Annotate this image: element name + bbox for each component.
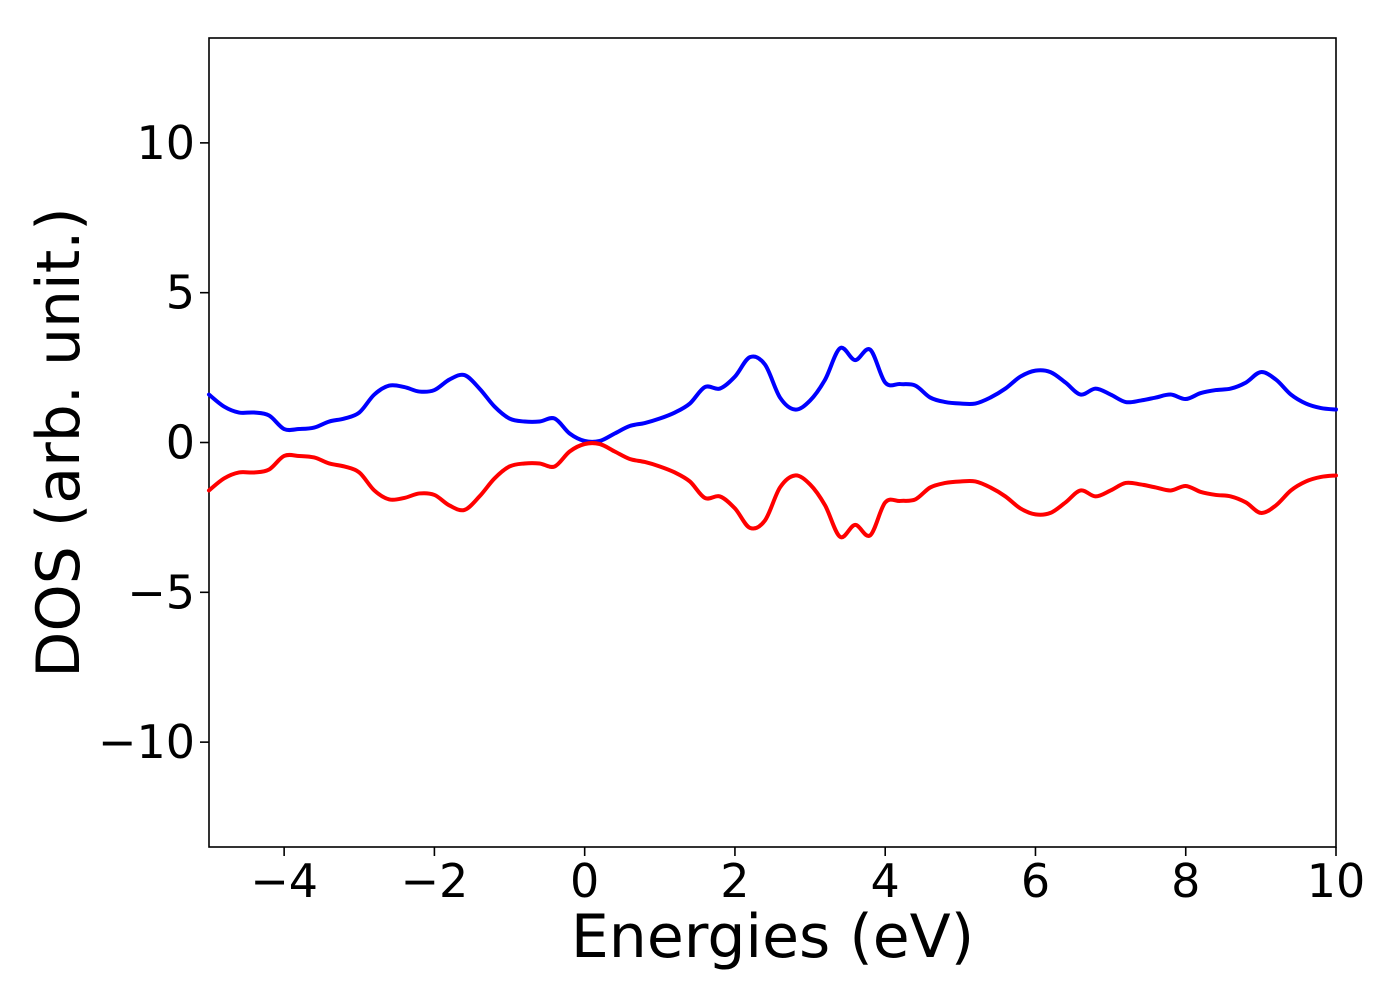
x-tick-label: −4: [250, 854, 318, 908]
x-tick-label: −2: [400, 854, 468, 908]
y-tick-label: 10: [136, 116, 195, 170]
x-tick-label: 0: [570, 854, 599, 908]
y-axis-label: DOS (arb. unit.): [24, 207, 94, 677]
y-tick-label: 0: [166, 416, 195, 470]
y-tick-label: 5: [166, 266, 195, 320]
x-axis-ticks: −4 −2 0 2 4 6 8 10: [250, 847, 1365, 908]
x-tick-label: 2: [720, 854, 749, 908]
x-tick-label: 4: [871, 854, 900, 908]
y-axis-ticks: −10 −5 0 5 10: [98, 116, 209, 769]
x-tick-label: 8: [1171, 854, 1200, 908]
spin-up-dos-line: [207, 345, 1338, 444]
plot-area: [207, 37, 1338, 848]
x-axis-label: Energies (eV): [571, 902, 974, 972]
plot-frame: [208, 37, 1337, 848]
y-tick-label: −5: [127, 565, 195, 619]
y-tick-label: −10: [98, 715, 195, 769]
x-tick-label: 6: [1021, 854, 1050, 908]
spin-down-dos-line: [207, 441, 1338, 540]
series-layer: [207, 345, 1338, 540]
x-tick-label: 10: [1307, 854, 1366, 908]
